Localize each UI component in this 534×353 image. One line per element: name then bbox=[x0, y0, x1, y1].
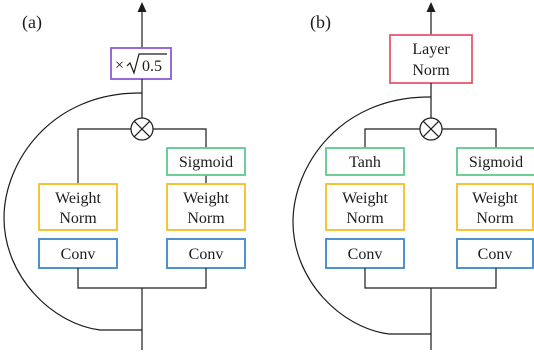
panel-b-left-gate-box bbox=[325, 147, 405, 176]
panel-b-residual-arc bbox=[292, 96, 432, 335]
panel-a-left-weightnorm-line1: Weight bbox=[55, 190, 101, 207]
panel-b-left-conv-text: Conv bbox=[348, 246, 383, 263]
panel-a-multiply-icon bbox=[130, 117, 154, 141]
panel-b-right-weightnorm-box bbox=[456, 183, 534, 231]
panel-a-input-fork bbox=[77, 268, 207, 289]
panel-a-right-weightnorm-line1: Weight bbox=[183, 190, 229, 207]
panel-b-right-weightnorm-line2: Norm bbox=[476, 210, 514, 227]
panel-b-label: (b) bbox=[310, 12, 331, 33]
panel-a-output-arrowhead bbox=[137, 2, 147, 12]
panel-b-right-conv-box bbox=[456, 238, 534, 269]
panel-b-left-weightnorm-line2: Norm bbox=[346, 210, 384, 227]
panel-a-left-weightnorm-box bbox=[38, 183, 118, 231]
panel-b-right-conv-text: Conv bbox=[478, 246, 513, 263]
panel-b-left-conv-box bbox=[325, 238, 405, 269]
panel-a-right-weightnorm-line2: Norm bbox=[187, 210, 225, 227]
panel-a-residual-arc bbox=[3, 92, 143, 331]
panel-a-sqrt-icon bbox=[126, 53, 167, 75]
panel-a-left-conv-text: Conv bbox=[61, 246, 96, 263]
panel-b-input-fork bbox=[364, 268, 497, 289]
panel-a-right-branch-top bbox=[153, 128, 207, 148]
panel-a-right-conv-box bbox=[166, 238, 246, 269]
panel-a-right-conv-text: Conv bbox=[189, 246, 224, 263]
panel-a-left-branch-top bbox=[77, 128, 131, 184]
panel-b-right-weightnorm-line1: Weight bbox=[472, 190, 518, 207]
panel-a-right-weightnorm-box bbox=[166, 183, 246, 231]
panel-b-left-weightnorm-line1: Weight bbox=[342, 190, 388, 207]
panel-b-layernorm-line1: Layer bbox=[412, 41, 450, 58]
panel-b-layernorm-box bbox=[389, 34, 473, 84]
panel-a: (a) × 0.5 Sigmoid Weight Norm W bbox=[3, 2, 246, 350]
panel-b-left-weightnorm-box bbox=[325, 183, 405, 231]
panel-b-output-arrowhead bbox=[426, 2, 436, 12]
panel-b-right-gate-box bbox=[456, 147, 534, 176]
panel-b-left-branch-top bbox=[364, 128, 420, 148]
panel-a-right-gate-box bbox=[166, 147, 246, 176]
panel-a-scale-box bbox=[110, 47, 172, 80]
panel-b: (b) Layer Norm Tanh Sigmoid Weight Norm bbox=[292, 2, 534, 350]
panel-a-scale-value: 0.5 bbox=[142, 58, 162, 75]
panel-b-multiply-icon bbox=[419, 117, 443, 141]
panel-a-right-gate-text: Sigmoid bbox=[179, 154, 233, 171]
panel-a-label: (a) bbox=[22, 12, 42, 33]
panel-a-left-conv-box bbox=[38, 238, 118, 269]
panel-b-right-branch-top bbox=[442, 128, 497, 148]
panel-b-layernorm-line2: Norm bbox=[412, 62, 450, 79]
panel-a-left-weightnorm-line2: Norm bbox=[59, 210, 97, 227]
panel-b-right-gate-text: Sigmoid bbox=[469, 154, 523, 171]
panel-b-left-gate-text: Tanh bbox=[349, 154, 381, 171]
panel-a-scale-prefix: × bbox=[115, 57, 124, 74]
